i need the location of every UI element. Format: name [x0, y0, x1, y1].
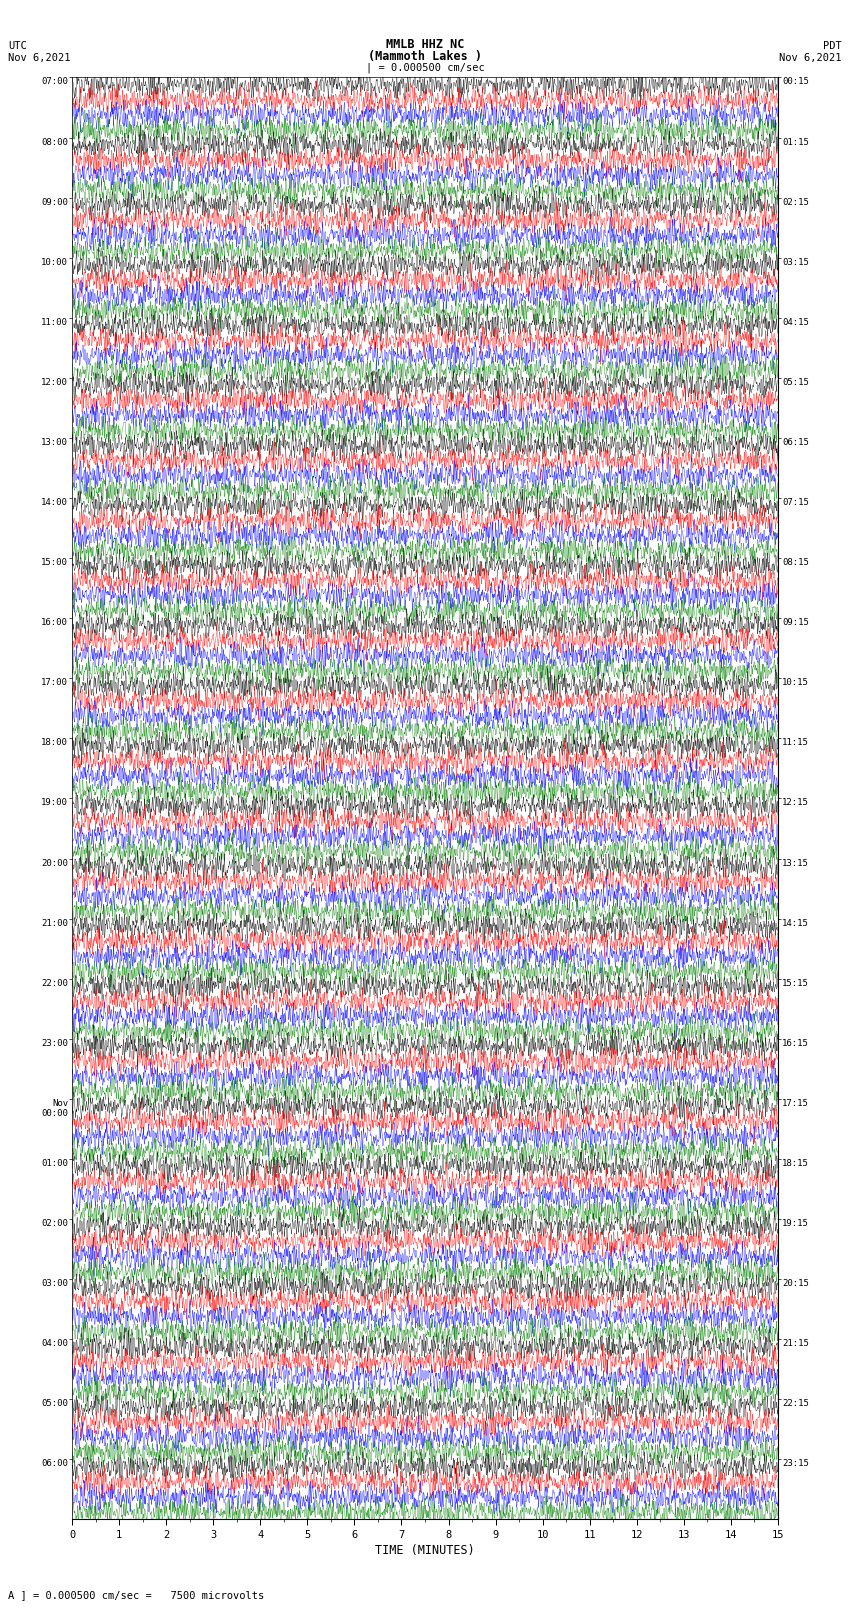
- Text: Nov 6,2021: Nov 6,2021: [779, 53, 842, 63]
- Text: A ] = 0.000500 cm/sec =   7500 microvolts: A ] = 0.000500 cm/sec = 7500 microvolts: [8, 1590, 264, 1600]
- X-axis label: TIME (MINUTES): TIME (MINUTES): [375, 1544, 475, 1557]
- Text: MMLB HHZ NC: MMLB HHZ NC: [386, 37, 464, 50]
- Text: (Mammoth Lakes ): (Mammoth Lakes ): [368, 50, 482, 63]
- Text: | = 0.000500 cm/sec: | = 0.000500 cm/sec: [366, 61, 484, 73]
- Text: Nov 6,2021: Nov 6,2021: [8, 53, 71, 63]
- Text: UTC: UTC: [8, 40, 27, 50]
- Text: PDT: PDT: [823, 40, 842, 50]
